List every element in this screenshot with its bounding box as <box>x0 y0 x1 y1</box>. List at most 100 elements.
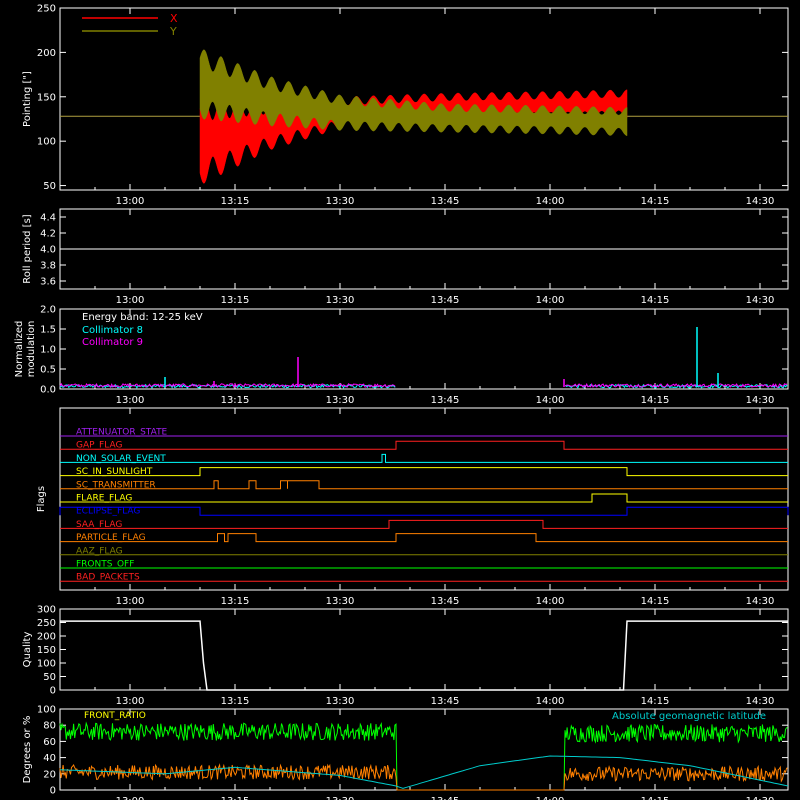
flags-frame <box>59 407 789 591</box>
quality-ytick-label: 150 <box>37 645 56 656</box>
flag-line-non-solar-event <box>60 453 788 463</box>
roll-xtick-label: 13:00 <box>116 295 145 306</box>
ratios-ytick-label: 100 <box>37 705 56 716</box>
ratios-ytick-label: 40 <box>43 753 56 764</box>
quality-ylabel: Quality <box>22 632 33 668</box>
flag-line-particle-flag <box>60 533 788 543</box>
flags-xtick-label: 13:30 <box>326 596 355 607</box>
flags-xtick-label: 14:30 <box>746 596 775 607</box>
flags-ylabel: Flags <box>36 486 47 512</box>
flag-line-flare-flag <box>60 493 788 503</box>
modulation-ytick-label: 0.0 <box>40 385 56 396</box>
flag-line-sc-transmitter <box>60 480 788 490</box>
roll-ylabel: Roll period [s] <box>22 214 33 283</box>
ratios-xtick-label: 13:30 <box>326 796 355 800</box>
modulation-xtick-label: 13:30 <box>326 395 355 406</box>
pointing-xtick-label: 14:15 <box>641 196 670 207</box>
roll-ytick-label: 3.8 <box>40 261 56 272</box>
modulation-xtick-label: 14:30 <box>746 395 775 406</box>
quality-xtick-label: 13:15 <box>221 696 250 707</box>
flags-xtick-label: 14:00 <box>536 596 565 607</box>
roll-ytick-label: 4.4 <box>40 213 56 224</box>
pointing-xtick-label: 13:30 <box>326 196 355 207</box>
ratios-ytick-label: 80 <box>43 721 56 732</box>
flags-xtick-label: 14:15 <box>641 596 670 607</box>
quality-ytick-label: 100 <box>37 659 56 670</box>
pointing-xtick-label: 14:00 <box>536 196 565 207</box>
modulation-panel: 13:00 13:15 13:30 13:45 14:00 14:15 14:30 0.0 0.… <box>14 305 789 406</box>
pointing-legend: XY <box>82 12 178 38</box>
flag-label-sc-transmitter: SC_TRANSMITTER <box>76 480 156 490</box>
roll-ytick-label: 3.6 <box>40 277 56 288</box>
modulation-ytick-label: 1.0 <box>40 345 56 356</box>
modulation-xtick-label: 13:15 <box>221 395 250 406</box>
modulation-xtick-label: 14:15 <box>641 395 670 406</box>
modulation-ytick-label: 2.0 <box>40 305 56 316</box>
ratios-xtick-label: 14:00 <box>536 796 565 800</box>
ratios-ytick-label: 20 <box>43 769 56 780</box>
flag-label-sc-in-sunlight: SC_IN_SUNLIGHT <box>76 467 153 477</box>
flag-label-gap-flag: GAP_FLAG <box>76 441 122 451</box>
flag-label-fronts-off: FRONTS_OFF <box>76 560 134 570</box>
ratios-ytick-label: 60 <box>43 737 56 748</box>
roll-panel: 13:00 13:15 13:30 13:45 14:00 14:15 14:30 3.6 3.… <box>22 208 789 306</box>
flags-xtick-label: 13:45 <box>431 596 460 607</box>
flag-label-non-solar-event: NON_SOLAR_EVENT <box>76 454 166 464</box>
flag-line-sc-in-sunlight <box>60 467 788 477</box>
quality-xtick-label: 14:30 <box>746 696 775 707</box>
quality-ytick-label: 50 <box>43 672 56 683</box>
pointing-frame <box>59 7 789 191</box>
ratios-legend-left-0: FRONT_RATIO <box>84 711 146 721</box>
modulation-legend-collimator-9: Collimator 9 <box>82 337 143 348</box>
flag-label-particle-flag: PARTICLE_FLAG <box>76 533 146 543</box>
pointing-ytick-label: 250 <box>37 4 56 15</box>
ratios-ylabel: Degrees or % <box>22 716 33 784</box>
pointing-ylabel: Pointing ["] <box>22 71 33 127</box>
roll-ytick-label: 4.0 <box>40 245 56 256</box>
ratios-series-orange <box>59 763 788 791</box>
quality-xtick-label: 13:45 <box>431 696 460 707</box>
quality-xtick-label: 14:00 <box>536 696 565 707</box>
pointing-legend-label-Y: Y <box>169 25 177 38</box>
flag-label-saa-flag: SAA_FLAG <box>76 520 122 530</box>
quality-ytick-label: 300 <box>37 605 56 616</box>
pointing-xtick-label: 13:00 <box>116 196 145 207</box>
ratios-xtick-label: 13:00 <box>116 796 145 800</box>
modulation-series-collimator-8 <box>59 383 788 389</box>
flags-xtick-label: 13:00 <box>116 596 145 607</box>
ratios-ytick-label: 0 <box>50 786 56 797</box>
flags-panel: 13:00 13:15 13:30 13:45 14:00 14:15 14:30 Flags… <box>36 407 789 607</box>
quality-ytick-label: 250 <box>37 618 56 629</box>
roll-xtick-label: 13:45 <box>431 295 460 306</box>
modulation-ytick-label: 1.5 <box>40 325 56 336</box>
roll-ytick-label: 4.2 <box>40 229 56 240</box>
modulation-series-collimator-9 <box>59 382 788 389</box>
pointing-ytick-label: 150 <box>37 92 56 103</box>
ratios-xtick-label: 13:15 <box>221 796 250 800</box>
ratios-xtick-label: 14:30 <box>746 796 775 800</box>
modulation-annotation: Energy band: 12-25 keV <box>82 312 203 323</box>
modulation-legend-collimator-8: Collimator 8 <box>82 325 143 336</box>
flag-label-attenuator-state: ATTENUATOR_STATE <box>76 428 168 438</box>
flag-label-aaz-flag: AAZ_FLAG <box>76 546 123 556</box>
roll-xtick-label: 13:30 <box>326 295 355 306</box>
modulation-xtick-label: 13:00 <box>116 395 145 406</box>
pointing-ytick-label: 100 <box>37 137 56 148</box>
ratios-legend-right-0: Absolute geomagnetic latitude <box>612 711 766 722</box>
pointing-panel: 13:00 13:15 13:30 13:45 14:00 14:15 14:30 50 100… <box>22 4 789 207</box>
roll-xtick-label: 13:15 <box>221 295 250 306</box>
quality-xtick-label: 13:30 <box>326 696 355 707</box>
ratios-panel: 13:00 13:15 13:30 13:45 14:00 14:15 14:30 0 20 40… <box>22 705 789 800</box>
quality-xtick-label: 13:00 <box>116 696 145 707</box>
ratios-xtick-label: 14:15 <box>641 796 670 800</box>
modulation-xtick-label: 13:45 <box>431 395 460 406</box>
ratios-series-green <box>59 721 788 791</box>
flag-line-gap-flag <box>60 440 788 450</box>
modulation-xtick-label: 14:00 <box>536 395 565 406</box>
flags-xtick-label: 13:15 <box>221 596 250 607</box>
pointing-xtick-label: 13:15 <box>221 196 250 207</box>
quality-line <box>60 620 788 691</box>
quality-panel: 13:00 13:15 13:30 13:45 14:00 14:15 14:30 0 50 10… <box>22 605 789 707</box>
ratios-xtick-label: 13:45 <box>431 796 460 800</box>
quality-ytick-label: 200 <box>37 632 56 643</box>
